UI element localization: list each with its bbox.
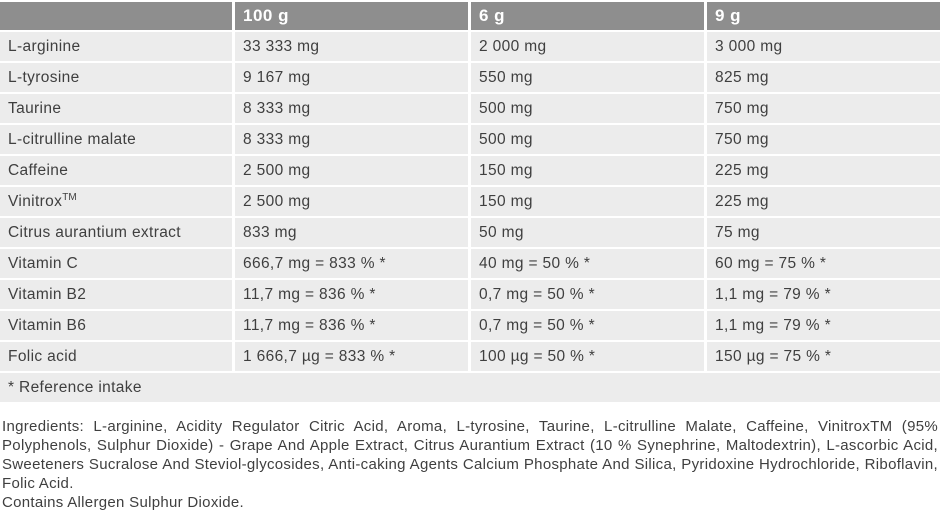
value-cell: 50 mg <box>471 218 704 247</box>
value-cell: 2 500 mg <box>235 156 468 185</box>
cell-text: 150 µg = 75 % * <box>715 348 832 365</box>
cell-text: Vinitrox <box>8 193 63 210</box>
cell-text: 75 mg <box>715 224 760 241</box>
value-cell: 9 167 mg <box>235 63 468 92</box>
value-cell: 33 333 mg <box>235 32 468 61</box>
cell-text: 500 mg <box>479 131 533 148</box>
cell-text: L-citrulline malate <box>8 131 137 148</box>
value-cell: 825 mg <box>707 63 940 92</box>
cell-text: Folic acid <box>8 348 77 365</box>
column-header-6g: 6 g <box>471 2 704 30</box>
cell-text: Vitamin C <box>8 255 79 272</box>
value-cell: 0,7 mg = 50 % * <box>471 311 704 340</box>
value-cell: 225 mg <box>707 187 940 216</box>
cell-text: 2 500 mg <box>243 162 311 179</box>
cell-text: 750 mg <box>715 131 769 148</box>
value-cell: 750 mg <box>707 125 940 154</box>
ingredient-name-cell: Taurine <box>0 94 232 123</box>
value-cell: 0,7 mg = 50 % * <box>471 280 704 309</box>
nutrition-table: 100 g 6 g 9 g L-arginine 33 333 mg 2 000 m… <box>0 2 940 371</box>
cell-text: Vitamin B6 <box>8 317 87 334</box>
value-cell: 100 µg = 50 % * <box>471 342 704 371</box>
value-cell: 11,7 mg = 836 % * <box>235 311 468 340</box>
cell-text: 60 mg = 75 % * <box>715 255 827 272</box>
cell-text: 0,7 mg = 50 % * <box>479 317 595 334</box>
value-cell: 150 mg <box>471 156 704 185</box>
cell-text: L-tyrosine <box>8 69 80 86</box>
ingredient-name-cell: Folic acid <box>0 342 232 371</box>
value-cell: 150 µg = 75 % * <box>707 342 940 371</box>
cell-text: 225 mg <box>715 162 769 179</box>
value-cell: 225 mg <box>707 156 940 185</box>
ingredient-name-cell: Vitamin C <box>0 249 232 278</box>
cell-text: 8 333 mg <box>243 100 311 117</box>
value-cell: 3 000 mg <box>707 32 940 61</box>
cell-text: 9 167 mg <box>243 69 311 86</box>
value-cell: 1,1 mg = 79 % * <box>707 311 940 340</box>
cell-text: 40 mg = 50 % * <box>479 255 591 272</box>
value-cell: 8 333 mg <box>235 125 468 154</box>
value-cell: 550 mg <box>471 63 704 92</box>
trademark-superscript: TM <box>62 191 77 203</box>
cell-text: 150 mg <box>479 193 533 210</box>
value-cell: 500 mg <box>471 94 704 123</box>
ingredient-name-cell: VinitroxTM <box>0 187 232 216</box>
cell-text: 100 µg = 50 % * <box>479 348 596 365</box>
value-cell: 40 mg = 50 % * <box>471 249 704 278</box>
value-cell: 500 mg <box>471 125 704 154</box>
cell-text: 3 000 mg <box>715 38 783 55</box>
cell-text: 1,1 mg = 79 % * <box>715 317 831 334</box>
ingredient-name-cell: L-arginine <box>0 32 232 61</box>
cell-text: 666,7 mg = 833 % * <box>243 255 386 272</box>
value-cell: 1 666,7 µg = 833 % * <box>235 342 468 371</box>
cell-text: 2 500 mg <box>243 193 311 210</box>
cell-text: 0,7 mg = 50 % * <box>479 286 595 303</box>
cell-text: Caffeine <box>8 162 69 179</box>
ingredient-name-cell: Citrus aurantium extract <box>0 218 232 247</box>
cell-text: 825 mg <box>715 69 769 86</box>
value-cell: 60 mg = 75 % * <box>707 249 940 278</box>
value-cell: 8 333 mg <box>235 94 468 123</box>
value-cell: 833 mg <box>235 218 468 247</box>
cell-text: 150 mg <box>479 162 533 179</box>
cell-text: Vitamin B2 <box>8 286 87 303</box>
cell-text: 1,1 mg = 79 % * <box>715 286 831 303</box>
column-header-9g: 9 g <box>707 2 940 30</box>
ingredient-name-cell: L-citrulline malate <box>0 125 232 154</box>
value-cell: 1,1 mg = 79 % * <box>707 280 940 309</box>
value-cell: 75 mg <box>707 218 940 247</box>
ingredient-name-cell: Vitamin B6 <box>0 311 232 340</box>
value-cell: 2 500 mg <box>235 187 468 216</box>
column-header-100g: 100 g <box>235 2 468 30</box>
value-cell: 750 mg <box>707 94 940 123</box>
cell-text: Taurine <box>8 100 62 117</box>
value-cell: 150 mg <box>471 187 704 216</box>
cell-text: 8 333 mg <box>243 131 311 148</box>
cell-text: 11,7 mg = 836 % * <box>243 286 376 303</box>
reference-intake-footnote: * Reference intake <box>0 373 940 402</box>
cell-text: 2 000 mg <box>479 38 547 55</box>
column-header-ingredient <box>0 2 232 30</box>
value-cell: 2 000 mg <box>471 32 704 61</box>
ingredient-name-cell: L-tyrosine <box>0 63 232 92</box>
cell-text: 1 666,7 µg = 833 % * <box>243 348 396 365</box>
cell-text: 833 mg <box>243 224 297 241</box>
cell-text: 550 mg <box>479 69 533 86</box>
value-cell: 11,7 mg = 836 % * <box>235 280 468 309</box>
cell-text: 11,7 mg = 836 % * <box>243 317 376 334</box>
cell-text: 500 mg <box>479 100 533 117</box>
ingredient-name-cell: Vitamin B2 <box>0 280 232 309</box>
cell-text: L-arginine <box>8 38 81 55</box>
value-cell: 666,7 mg = 833 % * <box>235 249 468 278</box>
allergen-text: Contains Allergen Sulphur Dioxide. <box>2 494 245 511</box>
cell-text: 33 333 mg <box>243 38 320 55</box>
cell-text: Citrus aurantium extract <box>8 224 181 241</box>
cell-text: 50 mg <box>479 224 524 241</box>
cell-text: 750 mg <box>715 100 769 117</box>
cell-text: 225 mg <box>715 193 769 210</box>
ingredient-name-cell: Caffeine <box>0 156 232 185</box>
ingredients-text: Ingredients: L-arginine, Acidity Regulat… <box>2 418 938 492</box>
